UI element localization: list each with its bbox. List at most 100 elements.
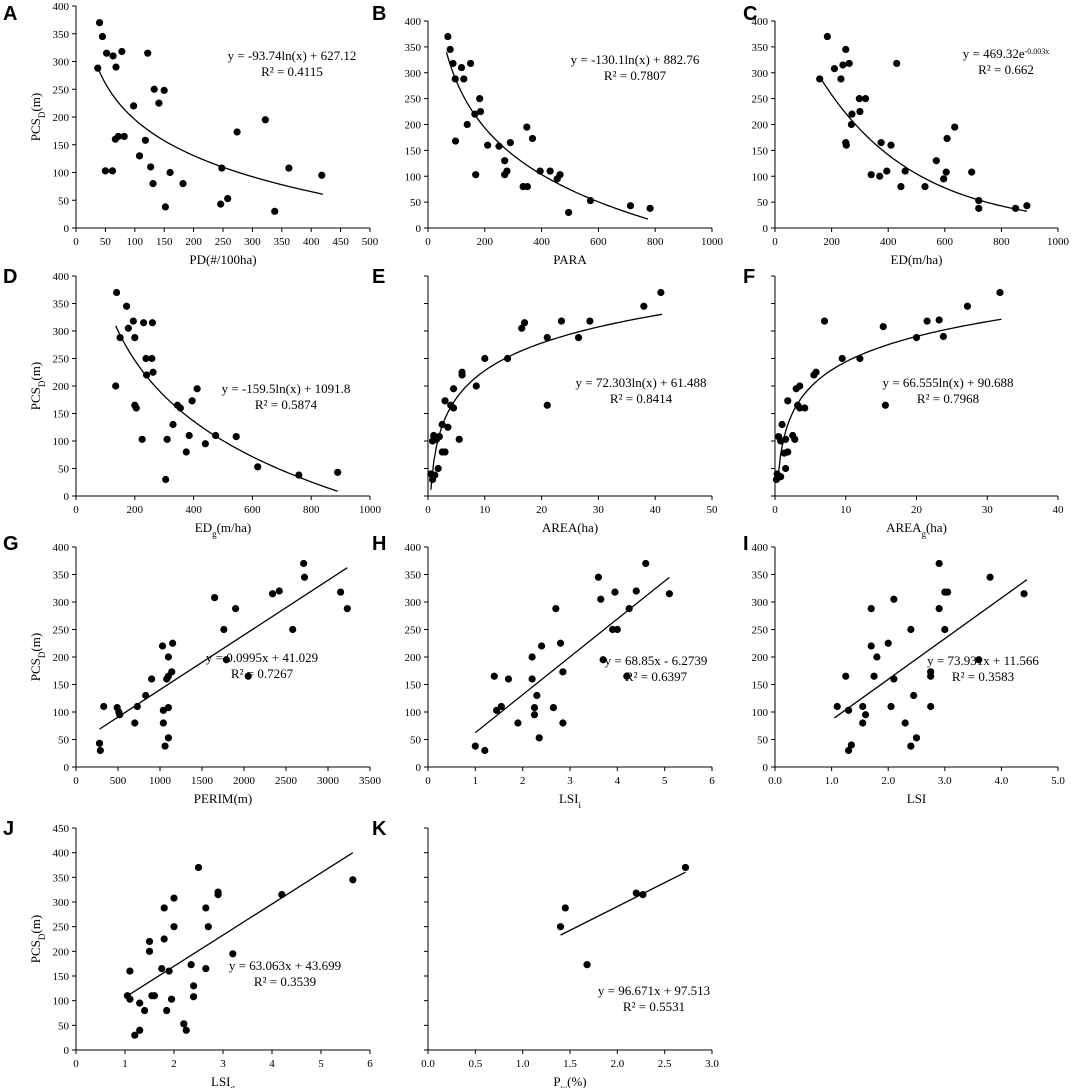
panel-c: C 0 200 400 600 800 1000 0 50 100 150 200 250 300 350 4…	[743, 3, 1070, 267]
data-point	[166, 168, 174, 177]
data-point	[932, 157, 940, 165]
x-axis-title: LSIi	[559, 791, 582, 810]
x-tick-label: 400	[185, 504, 202, 516]
y-tick-label: 50	[58, 1020, 70, 1032]
data-point	[564, 208, 573, 217]
data-point	[444, 423, 452, 431]
y-tick-label: 100	[53, 707, 70, 719]
y-tick-label: 350	[752, 42, 769, 54]
y-tick-label: 200	[405, 652, 422, 664]
panel-letter: K	[372, 818, 387, 840]
x-tick-label: 0	[425, 775, 431, 787]
data-point	[94, 64, 102, 72]
data-point	[268, 590, 277, 598]
data-point	[552, 605, 560, 613]
data-point	[782, 464, 790, 473]
y-tick-label: 200	[53, 381, 70, 393]
data-point	[449, 404, 458, 412]
data-point	[943, 134, 951, 143]
trend-line	[560, 871, 686, 936]
x-tick-label: 6	[367, 1058, 373, 1070]
regression-equation: y = 96.671x + 97.513	[598, 983, 710, 998]
data-point	[193, 385, 201, 393]
data-point	[300, 559, 308, 568]
x-axis-title: LSIg	[211, 1074, 236, 1088]
data-point	[986, 573, 994, 581]
data-point	[944, 588, 952, 596]
data-point	[141, 136, 149, 144]
data-point	[118, 47, 126, 56]
y-tick-label: 350	[405, 570, 422, 582]
data-point	[632, 587, 640, 595]
y-tick-label: 250	[53, 922, 70, 934]
data-point	[457, 63, 466, 72]
x-tick-label: 10	[479, 504, 491, 516]
data-point	[271, 207, 279, 215]
x-tick-label: 20	[911, 504, 923, 516]
data-point	[275, 587, 283, 595]
data-point	[160, 904, 168, 912]
y-tick-label: 400	[53, 271, 70, 283]
data-point	[777, 437, 785, 445]
y-tick-label: 250	[405, 94, 422, 106]
x-axis-title: AREA(ha)	[542, 520, 598, 535]
panel-letter: I	[743, 533, 749, 555]
x-tick-label: 4	[615, 775, 621, 787]
data-point	[796, 404, 804, 412]
trend-line	[821, 79, 1027, 212]
regression-equation: y = -130.1ln(x) + 882.76	[571, 52, 700, 67]
y-axis-title: PCSD(m)	[28, 915, 47, 963]
y-tick-label: 300	[53, 897, 70, 909]
data-point	[124, 324, 132, 332]
data-point	[133, 702, 141, 711]
data-point	[254, 463, 262, 471]
data-point	[833, 702, 841, 711]
data-point	[131, 1031, 139, 1039]
r-squared: R² = 0.3539	[254, 974, 316, 989]
data-point	[935, 605, 943, 613]
data-point	[96, 746, 104, 755]
data-point	[597, 595, 605, 603]
data-point	[187, 961, 195, 969]
x-tick-label: 2	[171, 1058, 177, 1070]
y-axis-title: PCSD(m)	[28, 93, 47, 141]
data-point	[975, 656, 983, 664]
data-point	[657, 288, 665, 297]
data-point	[1020, 590, 1028, 598]
data-point	[583, 961, 591, 969]
x-tick-label: 0.0	[421, 1058, 435, 1070]
x-tick-label: 0	[73, 504, 79, 516]
y-tick-label: 150	[752, 145, 769, 157]
y-tick-label: 150	[405, 145, 422, 157]
data-point	[434, 464, 442, 473]
panel-letter: A	[3, 3, 17, 25]
x-tick-label: 2000	[233, 775, 256, 787]
data-point	[232, 605, 240, 613]
data-point	[887, 141, 895, 149]
data-point	[538, 642, 546, 650]
y-tick-label: 100	[752, 171, 769, 183]
data-point	[463, 120, 471, 129]
data-point	[318, 171, 326, 179]
data-point	[838, 354, 846, 363]
data-point	[490, 672, 498, 680]
panel-a: A 0 50 100 150 200 250 300 350 400 450 500 0 50 100 150…	[3, 1, 379, 267]
data-point	[95, 739, 104, 747]
data-point	[159, 719, 167, 727]
data-point	[214, 891, 222, 899]
x-tick-label: 800	[993, 236, 1010, 248]
x-tick-label: 1.0	[825, 775, 839, 787]
data-point	[155, 99, 163, 107]
data-point	[472, 382, 480, 390]
data-point	[145, 937, 154, 946]
x-tick-label: 0	[73, 1058, 79, 1070]
data-point	[295, 471, 303, 479]
data-point	[229, 950, 237, 958]
data-point	[224, 194, 232, 203]
panel-letter: H	[372, 533, 386, 555]
x-tick-label: 4.0	[995, 775, 1009, 787]
data-point	[244, 672, 252, 680]
x-tick-label: 5	[662, 775, 668, 787]
data-point	[460, 75, 468, 83]
data-point	[912, 734, 921, 742]
